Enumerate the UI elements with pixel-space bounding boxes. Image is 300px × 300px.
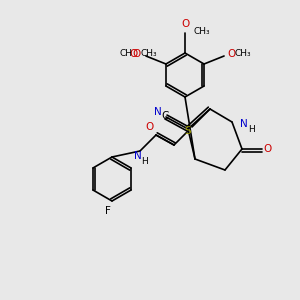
Text: CH₃: CH₃ xyxy=(141,50,158,58)
Text: CH₃: CH₃ xyxy=(193,26,210,35)
Text: O: O xyxy=(146,122,154,132)
Text: O: O xyxy=(181,19,189,29)
Text: O: O xyxy=(227,49,235,59)
Text: CH: CH xyxy=(119,50,132,58)
Text: S: S xyxy=(185,126,191,136)
Text: C: C xyxy=(161,111,169,121)
Text: N: N xyxy=(154,107,162,117)
Text: O: O xyxy=(130,49,138,59)
Text: F: F xyxy=(105,206,111,216)
Text: H: H xyxy=(142,157,148,166)
Text: O: O xyxy=(133,49,141,59)
Text: N: N xyxy=(240,119,248,129)
Text: H: H xyxy=(248,124,255,134)
Text: O: O xyxy=(264,144,272,154)
Text: CH₃: CH₃ xyxy=(234,50,251,58)
Text: N: N xyxy=(134,151,142,161)
